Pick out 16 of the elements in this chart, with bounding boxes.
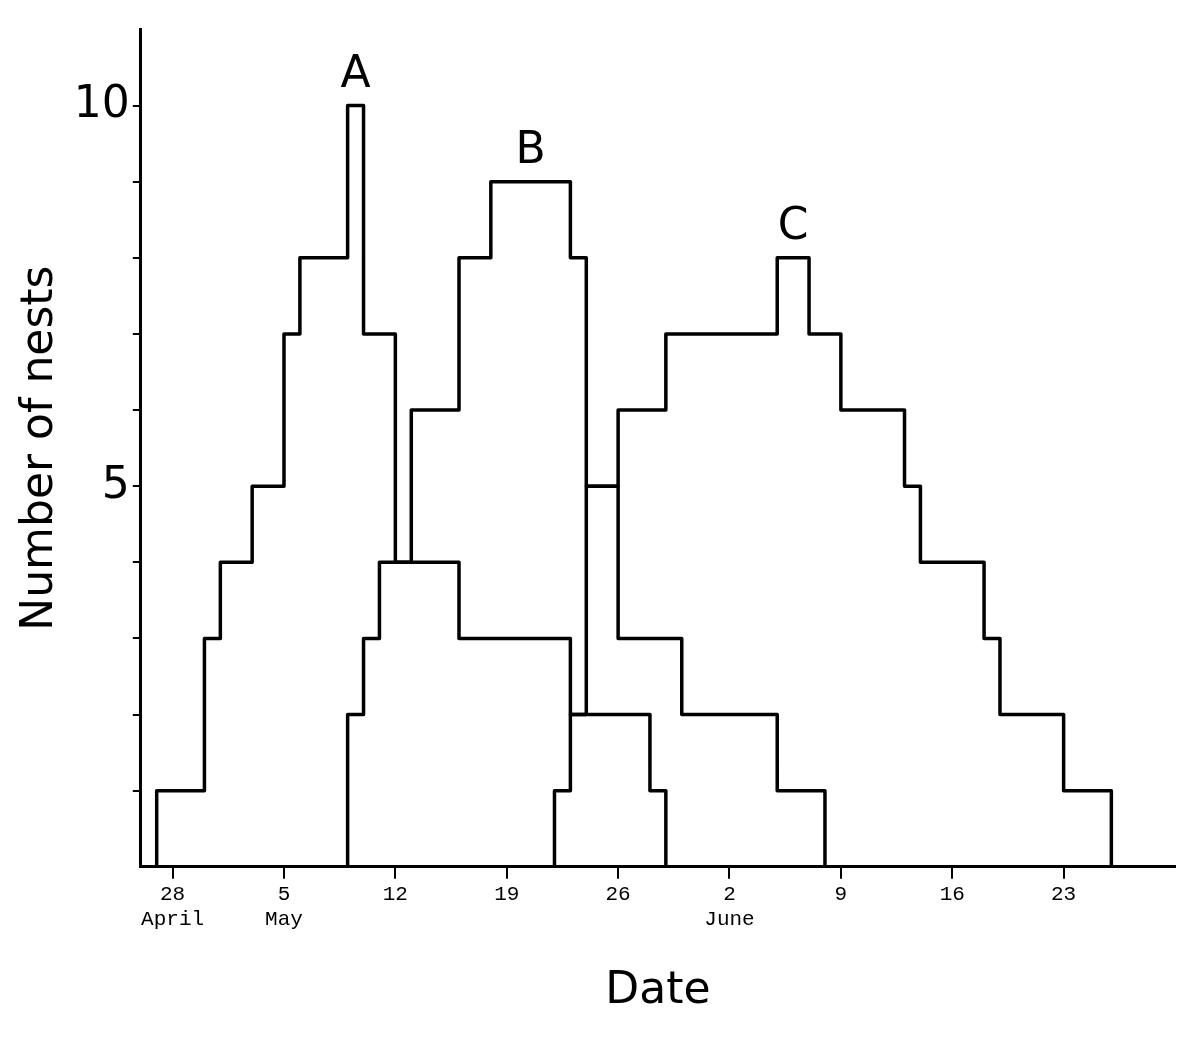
x-tick-label: 5 May xyxy=(265,882,303,932)
y-tick-label: 5 xyxy=(101,456,130,508)
x-tick-label: 26 xyxy=(605,882,631,906)
series-label: B xyxy=(515,122,546,174)
y-tick-label: 10 xyxy=(73,75,130,127)
x-tick-label: 12 xyxy=(382,882,408,906)
x-tick-label: 28 April xyxy=(141,882,205,932)
y-axis-title: Number of nests xyxy=(10,265,62,631)
x-tick-label: 23 xyxy=(1051,882,1077,906)
x-tick-label: 9 xyxy=(834,882,848,906)
x-tick-label: 19 xyxy=(494,882,520,906)
series-label: C xyxy=(777,198,809,250)
x-tick-label: 2 June xyxy=(704,882,755,932)
x-axis-title: Date xyxy=(605,962,711,1014)
x-tick-label: 16 xyxy=(939,882,965,906)
series-label: A xyxy=(340,45,371,97)
